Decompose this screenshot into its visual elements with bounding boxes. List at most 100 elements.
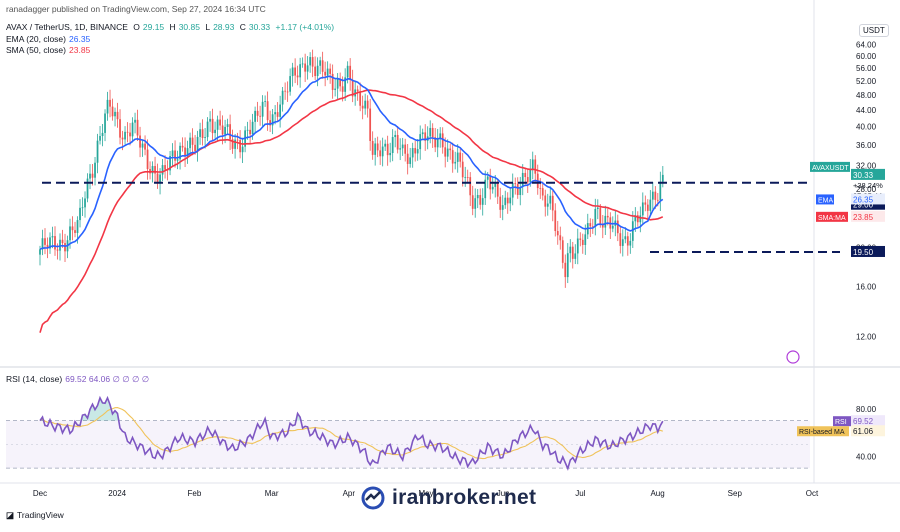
candle-body[interactable] xyxy=(281,90,284,105)
candle-body[interactable] xyxy=(604,215,607,228)
candle-body[interactable] xyxy=(439,133,442,139)
candle-body[interactable] xyxy=(436,138,439,148)
candle-body[interactable] xyxy=(176,159,179,161)
candle-body[interactable] xyxy=(179,145,181,160)
candle-body[interactable] xyxy=(304,63,307,72)
candle-body[interactable] xyxy=(341,86,344,92)
candle-body[interactable] xyxy=(56,249,59,251)
candle-body[interactable] xyxy=(626,236,629,246)
candle-body[interactable] xyxy=(476,194,479,199)
candle-body[interactable] xyxy=(254,110,256,122)
candle-body[interactable] xyxy=(464,176,467,178)
candle-body[interactable] xyxy=(286,91,289,93)
candle-body[interactable] xyxy=(581,239,584,245)
candle-body[interactable] xyxy=(169,155,171,171)
candle-body[interactable] xyxy=(351,79,354,97)
candle-body[interactable] xyxy=(201,129,204,138)
candle-body[interactable] xyxy=(111,106,114,117)
candle-body[interactable] xyxy=(339,79,342,87)
candle-body[interactable] xyxy=(154,166,156,174)
candle-body[interactable] xyxy=(301,63,304,65)
candle-body[interactable] xyxy=(529,169,532,183)
candle-body[interactable] xyxy=(366,100,369,109)
candle-body[interactable] xyxy=(564,262,567,278)
candle-body[interactable] xyxy=(209,118,211,122)
candle-body[interactable] xyxy=(119,119,121,138)
candle-body[interactable] xyxy=(656,199,659,201)
candle-body[interactable] xyxy=(644,202,647,205)
candle-body[interactable] xyxy=(356,89,359,92)
ema-legend[interactable]: EMA (20, close) 26.35 xyxy=(6,34,93,44)
candle-body[interactable] xyxy=(381,146,384,157)
candle-body[interactable] xyxy=(129,132,131,137)
candle-body[interactable] xyxy=(324,71,327,76)
candle-body[interactable] xyxy=(126,131,129,133)
candle-body[interactable] xyxy=(44,238,46,245)
candle-body[interactable] xyxy=(321,60,324,72)
candle-body[interactable] xyxy=(299,64,302,78)
candle-body[interactable] xyxy=(541,188,544,196)
candle-body[interactable] xyxy=(521,172,524,187)
candle-body[interactable] xyxy=(506,197,509,204)
candle-body[interactable] xyxy=(589,223,592,227)
candle-body[interactable] xyxy=(526,177,529,183)
candle-body[interactable] xyxy=(314,66,317,77)
candle-body[interactable] xyxy=(164,165,166,170)
footer-logo[interactable]: ◪ TradingView xyxy=(6,510,64,521)
candle-body[interactable] xyxy=(331,73,334,90)
candle-body[interactable] xyxy=(276,112,279,117)
candle-body[interactable] xyxy=(251,121,254,135)
candle-body[interactable] xyxy=(574,253,577,259)
candle-body[interactable] xyxy=(486,176,489,180)
candle-body[interactable] xyxy=(114,111,116,117)
candle-body[interactable] xyxy=(619,233,622,246)
candle-body[interactable] xyxy=(84,198,86,208)
candle-body[interactable] xyxy=(424,132,427,141)
candle-body[interactable] xyxy=(401,144,404,149)
candle-body[interactable] xyxy=(479,194,482,205)
candle-body[interactable] xyxy=(491,186,494,190)
candle-body[interactable] xyxy=(414,148,417,154)
candle-body[interactable] xyxy=(524,172,527,178)
candle-body[interactable] xyxy=(94,162,96,178)
candle-body[interactable] xyxy=(599,207,602,224)
candle-body[interactable] xyxy=(441,133,444,148)
candle-body[interactable] xyxy=(386,143,389,156)
candle-body[interactable] xyxy=(404,144,407,154)
candle-body[interactable] xyxy=(289,76,292,92)
candle-body[interactable] xyxy=(566,253,569,278)
candle-body[interactable] xyxy=(279,104,281,117)
candle-body[interactable] xyxy=(661,174,664,182)
candle-body[interactable] xyxy=(139,135,141,148)
candle-body[interactable] xyxy=(519,186,522,195)
candle-body[interactable] xyxy=(306,65,309,72)
candle-body[interactable] xyxy=(459,152,462,162)
rsi-line[interactable] xyxy=(39,395,664,471)
candle-body[interactable] xyxy=(499,196,502,210)
candle-body[interactable] xyxy=(606,215,609,218)
candle-body[interactable] xyxy=(204,137,206,138)
candle-body[interactable] xyxy=(576,238,579,254)
candle-body[interactable] xyxy=(54,236,56,250)
candle-body[interactable] xyxy=(334,88,337,90)
candle-body[interactable] xyxy=(346,65,349,78)
candle-body[interactable] xyxy=(466,176,469,178)
candle-body[interactable] xyxy=(391,137,394,153)
candle-body[interactable] xyxy=(369,108,372,141)
candle-body[interactable] xyxy=(364,100,367,109)
candle-body[interactable] xyxy=(224,126,226,135)
candle-body[interactable] xyxy=(121,137,124,140)
candle-body[interactable] xyxy=(559,235,562,241)
candle-body[interactable] xyxy=(134,119,136,123)
candle-body[interactable] xyxy=(421,132,424,135)
candle-body[interactable] xyxy=(144,143,146,150)
candle-body[interactable] xyxy=(231,139,234,149)
candle-body[interactable] xyxy=(296,75,299,78)
candle-body[interactable] xyxy=(106,99,109,114)
candle-body[interactable] xyxy=(419,134,422,150)
candle-body[interactable] xyxy=(484,179,487,199)
candle-body[interactable] xyxy=(221,125,224,135)
candle-body[interactable] xyxy=(431,127,434,138)
candle-body[interactable] xyxy=(474,198,477,209)
candle-body[interactable] xyxy=(569,246,572,254)
